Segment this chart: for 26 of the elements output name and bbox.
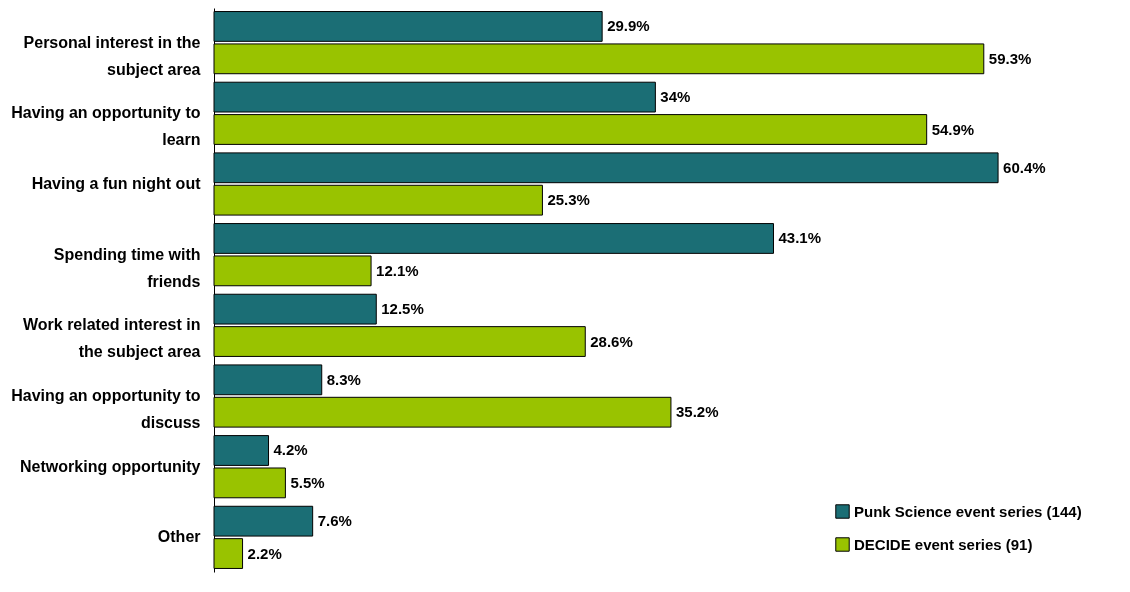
data-label: 4.2% (273, 441, 308, 459)
data-label: 35.2% (675, 403, 719, 421)
y-tick-label: Having a fun night out (31, 174, 202, 192)
legend-label: DECIDE event series (91) (854, 535, 1033, 553)
data-label: 25.3% (547, 191, 590, 209)
data-label: 12.5% (381, 300, 424, 318)
y-tick-label: Having an opportunity to discuss (11, 387, 201, 432)
y-tick-label: Personal interest in the subject area (23, 33, 201, 78)
y-tick-label: Spending time with friends (53, 245, 201, 290)
data-label: 2.2% (247, 544, 282, 562)
data-label: 60.4% (1003, 158, 1046, 176)
legend-label: Punk Science event series (144) (854, 502, 1082, 520)
data-label: 7.6% (317, 512, 352, 530)
data-label: 12.1% (376, 261, 419, 279)
y-tick-label: Other (157, 528, 201, 546)
data-label: 59.3% (988, 49, 1032, 67)
data-label: 54.9% (931, 120, 975, 138)
data-label: 28.6% (590, 332, 633, 350)
data-label: 8.3% (326, 370, 361, 388)
data-label: 5.5% (290, 473, 325, 491)
y-tick-label: Having an opportunity to learn (11, 104, 201, 149)
y-tick-label: Networking opportunity (20, 457, 201, 475)
data-label: 34% (660, 88, 691, 106)
data-label: 29.9% (607, 17, 650, 35)
data-label: 43.1% (778, 229, 822, 247)
y-tick-label: Work related interest in the subject area (22, 316, 201, 361)
